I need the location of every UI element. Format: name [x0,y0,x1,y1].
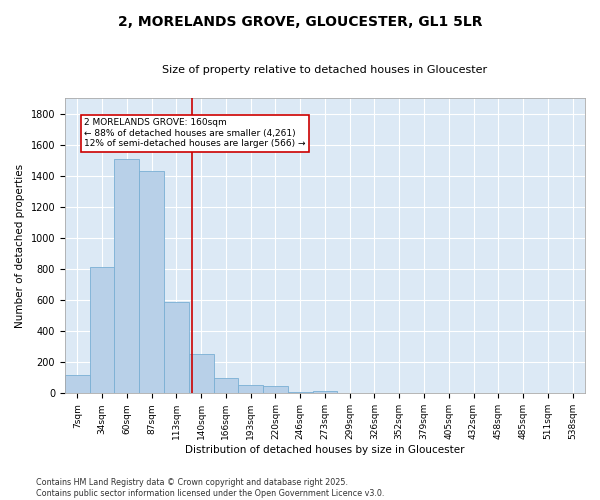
Bar [214,378,238,394]
Bar [115,158,139,394]
Bar [263,386,288,394]
Bar [89,268,115,394]
Title: Size of property relative to detached houses in Gloucester: Size of property relative to detached ho… [163,65,488,75]
Bar [238,385,263,394]
Bar [288,392,313,394]
Text: 2, MORELANDS GROVE, GLOUCESTER, GL1 5LR: 2, MORELANDS GROVE, GLOUCESTER, GL1 5LR [118,15,482,29]
Text: 2 MORELANDS GROVE: 160sqm
← 88% of detached houses are smaller (4,261)
12% of se: 2 MORELANDS GROVE: 160sqm ← 88% of detac… [84,118,306,148]
Bar [313,392,337,394]
Bar [65,374,89,394]
Bar [164,302,189,394]
Bar [139,171,164,394]
X-axis label: Distribution of detached houses by size in Gloucester: Distribution of detached houses by size … [185,445,465,455]
Y-axis label: Number of detached properties: Number of detached properties [15,164,25,328]
Bar [189,354,214,394]
Text: Contains HM Land Registry data © Crown copyright and database right 2025.
Contai: Contains HM Land Registry data © Crown c… [36,478,385,498]
